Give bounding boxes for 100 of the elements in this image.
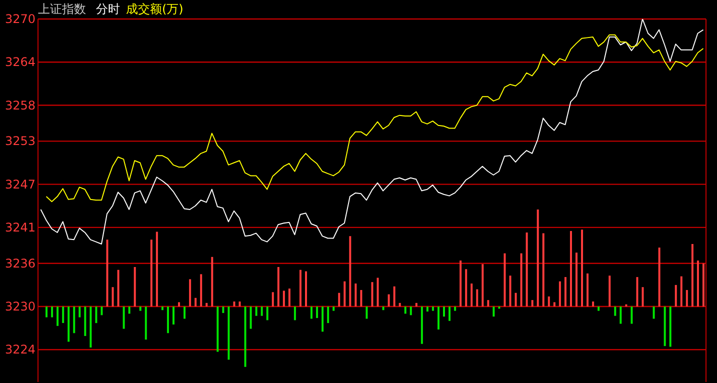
bar <box>669 306 672 347</box>
bar <box>614 306 616 316</box>
bar <box>189 279 192 307</box>
bar <box>509 276 512 307</box>
bar <box>371 282 374 307</box>
bar <box>332 306 335 311</box>
bar <box>255 306 258 316</box>
bar <box>625 304 628 307</box>
bar <box>465 269 468 307</box>
bar <box>216 306 219 352</box>
y-tick-label: 3253 <box>5 134 36 148</box>
bar <box>382 306 384 310</box>
bar <box>691 244 694 307</box>
bar <box>376 278 379 307</box>
bar <box>294 306 296 320</box>
bar <box>338 292 340 307</box>
bar <box>482 264 484 307</box>
bar <box>366 306 368 319</box>
bar <box>194 298 197 307</box>
y-tick-label: 3258 <box>5 98 36 112</box>
y-tick-label: 3236 <box>5 256 36 270</box>
bar <box>492 306 495 317</box>
bar <box>454 306 456 311</box>
bar <box>304 271 307 307</box>
bar <box>272 292 274 307</box>
bar <box>266 306 268 320</box>
bar <box>702 263 704 307</box>
bar <box>178 302 180 307</box>
y-tick-label: 3230 <box>5 300 36 314</box>
bar <box>432 306 434 311</box>
bar <box>344 281 346 307</box>
bar <box>542 233 544 307</box>
bar <box>100 306 103 316</box>
bar <box>161 306 164 310</box>
bar <box>520 253 522 307</box>
bar <box>206 302 208 307</box>
bar <box>228 306 230 360</box>
bar <box>487 300 490 307</box>
bar <box>112 287 114 307</box>
bar <box>686 290 688 307</box>
bar <box>322 306 324 332</box>
bar <box>553 302 556 307</box>
bar <box>238 301 241 307</box>
bar <box>576 252 578 307</box>
bar <box>608 276 611 307</box>
bar <box>426 306 428 312</box>
bar <box>443 306 446 317</box>
bar <box>410 306 412 316</box>
bar <box>310 306 313 319</box>
y-tick-label: 3224 <box>5 342 36 357</box>
bar <box>106 240 108 307</box>
bar <box>51 306 54 318</box>
bar <box>514 292 517 307</box>
bar <box>420 306 423 344</box>
bar <box>536 209 539 307</box>
bar <box>327 306 330 324</box>
bar <box>680 276 682 307</box>
bar <box>156 232 158 307</box>
bar <box>277 266 280 307</box>
bar <box>630 306 633 324</box>
y-tick-label: 3241 <box>5 220 36 234</box>
bar <box>531 300 534 307</box>
bar <box>658 248 660 307</box>
bar <box>68 306 70 342</box>
bar <box>636 277 638 307</box>
bar <box>134 266 136 307</box>
bar <box>78 306 81 318</box>
bar <box>73 306 76 334</box>
bar <box>211 256 214 307</box>
bar <box>674 284 677 307</box>
bar <box>56 306 59 326</box>
bar <box>504 253 506 307</box>
bar <box>172 306 174 324</box>
bar <box>652 306 655 319</box>
bar <box>664 306 666 346</box>
bar <box>460 260 462 307</box>
bar <box>166 306 169 334</box>
bar <box>260 306 263 316</box>
y-tick-label: 3264 <box>5 55 36 70</box>
bar <box>398 302 401 307</box>
bar <box>233 301 236 307</box>
chart-subtitle: 分时 <box>96 2 120 16</box>
bar <box>90 306 92 348</box>
bar <box>354 284 357 307</box>
bar <box>598 306 600 311</box>
bar <box>222 306 224 313</box>
bar <box>448 306 451 321</box>
bar <box>184 306 186 319</box>
bar <box>388 294 390 307</box>
bar <box>437 306 440 330</box>
bar <box>592 301 594 307</box>
bar <box>299 270 302 307</box>
bar <box>581 230 584 307</box>
bar <box>150 240 152 307</box>
bar <box>46 306 48 318</box>
bar <box>139 306 142 311</box>
bar <box>526 232 528 307</box>
bar <box>244 306 246 367</box>
bar <box>558 281 561 307</box>
text: 成交额(万) <box>126 2 184 16</box>
